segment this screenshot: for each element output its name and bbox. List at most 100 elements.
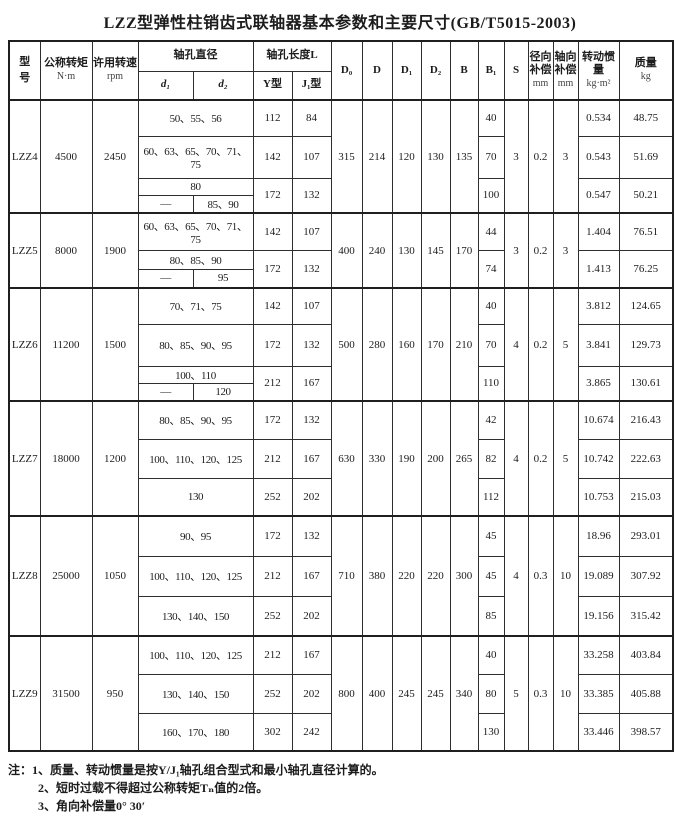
bore-diameters: 100、110、120、125 xyxy=(137,635,254,675)
coupling-spec-table: 型号 公称转矩 N·m 许用转速 rpm 轴孔直径 轴孔长度L D₀ D D₁ D₂… xyxy=(8,40,674,752)
mass-value: 315.42 xyxy=(618,595,674,637)
inertia-value: 33.385 xyxy=(577,673,620,714)
mass-value: 48.75 xyxy=(618,99,674,137)
dim-D1: 190 xyxy=(391,400,422,517)
axial-comp: 10 xyxy=(552,515,579,637)
speed-unit: rpm xyxy=(106,71,124,83)
radial-comp: 0.3 xyxy=(527,515,554,637)
speed-value: 950 xyxy=(91,635,139,752)
dim-B: 340 xyxy=(449,635,479,752)
inertia-value: 19.089 xyxy=(577,555,620,597)
dim-B1: 70 xyxy=(477,323,505,367)
dim-B1: 112 xyxy=(477,477,505,517)
col-header-bore-length: 轴孔长度L xyxy=(252,40,332,72)
dim-B: 135 xyxy=(449,99,479,214)
torque-value: 31500 xyxy=(39,635,93,752)
col-header-B1: B₁ xyxy=(477,40,505,101)
dim-B1: 85 xyxy=(477,595,505,637)
dim-D: 330 xyxy=(361,400,393,517)
table-row: 80、85、90 172 132 74 1.413 76.25 xyxy=(9,249,674,289)
length-j1: 202 xyxy=(291,477,332,517)
mass-value: 129.73 xyxy=(618,323,674,367)
bore-d2: 85、90 xyxy=(192,194,254,214)
mass-value: 76.25 xyxy=(618,249,674,289)
col-header-D0: D₀ xyxy=(330,40,363,101)
inertia-value: 3.841 xyxy=(577,323,620,367)
col-header-D2: D₂ xyxy=(420,40,451,101)
col-header-radial-comp: 径向 补偿 mm xyxy=(527,40,554,101)
page-title: LZZ型弹性柱销齿式联轴器基本参数和主要尺寸(GB/T5015-2003) xyxy=(103,15,577,32)
dim-B: 300 xyxy=(449,515,479,637)
radial-comp: 0.2 xyxy=(527,287,554,402)
axial-comp: 5 xyxy=(552,287,579,402)
bore-diameters: 90、95 xyxy=(137,515,254,557)
inertia-value: 10.742 xyxy=(577,438,620,479)
dim-D: 214 xyxy=(361,99,393,214)
length-y: 172 xyxy=(252,515,293,557)
table-row: LZZ8 25000 1050 90、95 172 132 710 380 22… xyxy=(8,515,674,637)
inertia-value: 3.812 xyxy=(577,287,620,325)
dim-D0: 630 xyxy=(330,400,363,517)
dim-B1: 74 xyxy=(477,249,505,289)
bore-diameters: 130、140、150 xyxy=(137,673,254,714)
radial-comp: 0.2 xyxy=(527,99,554,214)
col-header-axial-comp: 轴向 补偿 mm xyxy=(552,40,579,101)
table-row: — 95 xyxy=(9,268,673,289)
dim-B1: 100 xyxy=(477,177,505,214)
dim-D0: 315 xyxy=(330,99,363,214)
inertia-value: 1.413 xyxy=(577,249,620,289)
bore-diameters: 100、110 xyxy=(137,365,254,384)
dim-S: 4 xyxy=(503,400,529,517)
radial-unit: mm xyxy=(532,78,549,89)
inertia-value: 0.547 xyxy=(577,177,620,214)
table-row: LZZ7 18000 1200 80、85、90、95 172 132 630 … xyxy=(8,400,674,517)
torque-value: 8000 xyxy=(39,212,93,289)
bore-d2: 120 xyxy=(192,382,254,402)
length-j1: 132 xyxy=(291,515,332,557)
mass-value: 124.65 xyxy=(618,287,674,325)
radial-comp: 0.2 xyxy=(527,212,554,289)
mass-value: 215.03 xyxy=(618,477,674,517)
torque-value: 11200 xyxy=(39,287,93,402)
length-j1: 167 xyxy=(291,635,332,675)
dim-B: 265 xyxy=(449,400,479,517)
mass-value: 222.63 xyxy=(618,438,674,479)
mass-value: 398.57 xyxy=(618,712,674,752)
dim-D1: 245 xyxy=(391,635,422,752)
model-name: LZZ7 xyxy=(8,400,41,517)
bore-d2: 95 xyxy=(192,268,254,289)
length-y: 142 xyxy=(252,287,293,325)
length-y: 172 xyxy=(252,323,293,367)
bore-diameters: 70、71、75 xyxy=(137,287,254,325)
bore-d1: — xyxy=(137,194,194,214)
length-y: 212 xyxy=(252,365,293,402)
dim-B1: 45 xyxy=(477,555,505,597)
table-row: 60、63、65、70、71、75 142 107 70 0.543 51.69 xyxy=(9,135,674,179)
radial-comp: 0.3 xyxy=(527,635,554,752)
inertia-value: 33.258 xyxy=(577,635,620,675)
length-y: 112 xyxy=(252,99,293,137)
dim-D2: 245 xyxy=(420,635,451,752)
footnote-3: 3、角向补偿量0° 30′ xyxy=(38,799,146,813)
bore-diameters: 80、85、90 xyxy=(137,249,254,270)
inertia-value: 19.156 xyxy=(577,595,620,637)
mass-value: 76.51 xyxy=(618,212,674,251)
bore-diameters: 60、63、65、70、71、75 xyxy=(137,212,254,251)
col-header-mass: 质量 kg xyxy=(618,40,674,101)
dim-D0: 400 xyxy=(330,212,363,289)
model-header-label: 型号 xyxy=(19,56,31,84)
mass-value: 51.69 xyxy=(618,135,674,179)
col-header-bore-diameter: 轴孔直径 xyxy=(137,40,254,72)
footnote-1: 注： 1、质量、转动惯量是按Y/J₁轴孔组合型式和最小轴孔直径计算的。 xyxy=(8,761,672,779)
dim-D0: 710 xyxy=(330,515,363,637)
dim-S: 4 xyxy=(503,515,529,637)
col-header-y-type: Y型 xyxy=(252,70,293,101)
footnote-2: 2、短时过载不得超过公称转矩Tₙ值的2倍。 xyxy=(38,781,269,795)
inertia-value: 18.96 xyxy=(577,515,620,557)
dim-D0: 800 xyxy=(330,635,363,752)
length-j1: 132 xyxy=(291,177,332,214)
dim-B1: 45 xyxy=(477,515,505,557)
length-j1: 167 xyxy=(291,365,332,402)
axial-comp: 3 xyxy=(552,99,579,214)
dim-B1: 82 xyxy=(477,438,505,479)
